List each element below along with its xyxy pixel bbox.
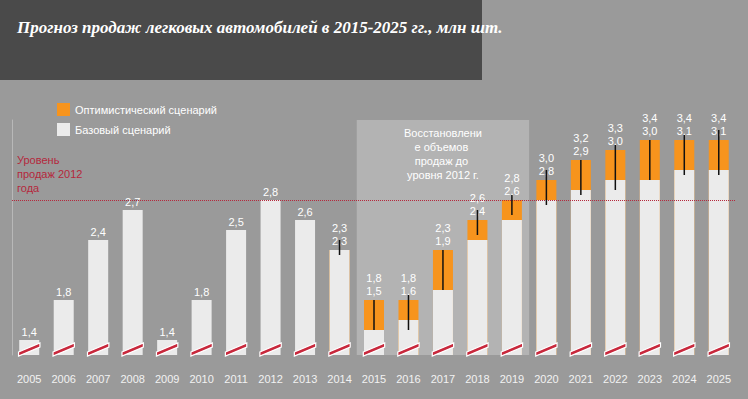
svg-text:2025: 2025 (707, 373, 731, 385)
svg-text:2018: 2018 (465, 373, 489, 385)
svg-text:3,4: 3,4 (642, 112, 657, 124)
svg-text:1,5: 1,5 (366, 285, 381, 297)
svg-text:2020: 2020 (534, 373, 558, 385)
svg-text:продаж до: продаж до (415, 155, 472, 167)
svg-text:2,4: 2,4 (91, 226, 106, 238)
svg-text:2007: 2007 (86, 373, 110, 385)
svg-text:Восстановлени: Восстановлени (404, 127, 482, 139)
svg-text:2021: 2021 (569, 373, 593, 385)
svg-text:1,8: 1,8 (194, 286, 209, 298)
svg-text:2015: 2015 (362, 373, 386, 385)
svg-text:3,4: 3,4 (711, 112, 726, 124)
svg-text:2,3: 2,3 (331, 234, 348, 247)
svg-text:2,6: 2,6 (504, 185, 519, 197)
svg-text:2,3: 2,3 (332, 222, 347, 234)
svg-text:2,6: 2,6 (297, 206, 312, 218)
svg-text:2,6: 2,6 (470, 192, 485, 204)
svg-text:2,8: 2,8 (538, 164, 554, 177)
svg-text:3,3: 3,3 (608, 122, 623, 134)
svg-text:2010: 2010 (189, 373, 213, 385)
svg-text:3,1: 3,1 (677, 125, 692, 137)
svg-text:1,4: 1,4 (22, 326, 37, 338)
svg-text:3,1: 3,1 (711, 124, 727, 137)
svg-text:2,8: 2,8 (263, 186, 278, 198)
svg-text:3,0: 3,0 (642, 125, 657, 137)
svg-text:1,8: 1,8 (366, 272, 381, 284)
svg-text:продаж 2012: продаж 2012 (17, 168, 85, 180)
svg-text:3,2: 3,2 (573, 132, 588, 144)
svg-text:2,8: 2,8 (504, 172, 519, 184)
svg-text:2006: 2006 (51, 373, 75, 385)
svg-text:1,8: 1,8 (56, 286, 71, 298)
svg-text:2014: 2014 (327, 373, 351, 385)
svg-text:3,0: 3,0 (608, 135, 623, 147)
svg-text:3,0: 3,0 (539, 152, 554, 164)
svg-text:Прогноз продаж легковых автомо: Прогноз продаж легковых автомобилей в 20… (16, 18, 503, 37)
svg-text:Оптимистический сценарий: Оптимистический сценарий (75, 104, 217, 116)
svg-text:года: года (17, 182, 40, 194)
svg-text:1,4: 1,4 (159, 326, 174, 338)
svg-text:2019: 2019 (500, 373, 524, 385)
svg-text:е объемов: е объемов (415, 141, 472, 153)
svg-text:2017: 2017 (431, 373, 455, 385)
svg-text:2024: 2024 (672, 373, 696, 385)
svg-text:2,7: 2,7 (125, 196, 140, 208)
svg-text:2016: 2016 (396, 373, 420, 385)
svg-text:Базовый сценарий: Базовый сценарий (75, 124, 171, 136)
svg-text:2,9: 2,9 (573, 145, 588, 157)
svg-text:2,4: 2,4 (469, 204, 486, 217)
svg-text:1,6: 1,6 (401, 285, 416, 297)
svg-text:Уровень: Уровень (17, 154, 62, 166)
svg-text:2011: 2011 (224, 373, 248, 385)
svg-text:2008: 2008 (120, 373, 144, 385)
svg-text:2012: 2012 (258, 373, 282, 385)
svg-text:3,4: 3,4 (677, 112, 692, 124)
svg-text:2,3: 2,3 (435, 222, 450, 234)
svg-text:2009: 2009 (155, 373, 179, 385)
svg-text:1,8: 1,8 (401, 272, 416, 284)
svg-text:2022: 2022 (603, 373, 627, 385)
svg-text:2013: 2013 (293, 373, 317, 385)
svg-text:2005: 2005 (17, 373, 41, 385)
svg-text:2,5: 2,5 (228, 216, 243, 228)
svg-text:2023: 2023 (638, 373, 662, 385)
svg-text:1,9: 1,9 (435, 235, 450, 247)
svg-text:уровня 2012 г.: уровня 2012 г. (407, 169, 479, 181)
